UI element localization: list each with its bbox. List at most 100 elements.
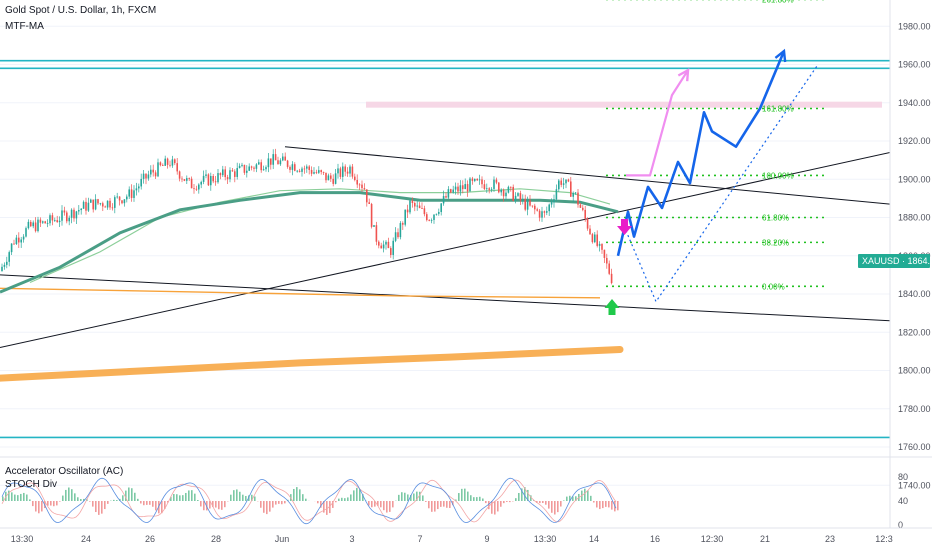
candle-body <box>85 201 87 211</box>
candle-body <box>529 200 531 206</box>
candle-body <box>20 239 22 243</box>
osc-bar <box>485 501 487 504</box>
candle-body <box>236 168 238 177</box>
osc-bar <box>245 495 247 501</box>
osc-bar <box>398 494 400 501</box>
candle-body <box>138 186 140 189</box>
osc-bar <box>431 501 433 512</box>
candle-body <box>128 189 130 197</box>
osc-bar <box>29 499 31 501</box>
osc-bar <box>329 501 331 514</box>
osc-bar <box>77 497 79 501</box>
time-axis: 13:30 24 26 28 Jun 3 7 9 13:30 14 16 12:30 21 23 12:3 <box>0 527 932 544</box>
osc-bar <box>305 498 307 501</box>
candle-body <box>390 248 392 255</box>
candle-body <box>507 186 510 193</box>
candle-body <box>315 172 318 173</box>
osc-bar <box>389 501 391 512</box>
osc-bar <box>74 493 76 501</box>
candle-body <box>577 192 579 205</box>
pink-target-band <box>366 101 882 108</box>
candle-body <box>1 266 3 272</box>
candle-body <box>145 173 147 179</box>
osc-bar <box>386 501 388 513</box>
candle-body <box>469 178 471 192</box>
candle-body <box>510 186 512 188</box>
osc-bar <box>128 487 130 501</box>
candle-body <box>558 180 560 190</box>
osc-bar <box>218 501 220 510</box>
candle-body <box>380 245 382 249</box>
candle-body <box>205 174 207 176</box>
candle-body <box>471 178 474 181</box>
osc-bar <box>557 501 559 513</box>
osc-bar <box>170 496 172 501</box>
trendline <box>0 274 891 322</box>
candle-body <box>147 174 150 179</box>
x-tick-label: 12:3 <box>875 534 893 544</box>
candle-body <box>543 211 546 213</box>
osc-bar <box>131 488 133 501</box>
candle-body <box>198 184 200 190</box>
candle-body <box>438 211 440 214</box>
candle-body <box>226 177 229 180</box>
candle-body <box>277 160 279 165</box>
osc-bar <box>530 495 532 501</box>
osc-bar <box>233 490 235 501</box>
osc-bar <box>326 501 328 515</box>
candle-body <box>183 179 186 181</box>
candle-body <box>435 213 438 215</box>
candle-body <box>152 169 154 173</box>
osc-bar <box>383 501 385 511</box>
fib-level-label: 38.20% <box>762 238 789 247</box>
x-tick-label: 3 <box>349 534 354 544</box>
osc-bar <box>437 501 439 510</box>
osc-bar <box>155 501 157 511</box>
osc-bar <box>371 501 373 508</box>
candle-body <box>596 234 598 246</box>
candle-body <box>589 228 591 235</box>
candle-body <box>608 263 610 274</box>
candle-body <box>524 198 526 210</box>
osc-bar <box>494 501 496 515</box>
osc-bar <box>188 490 190 501</box>
candle-body <box>166 158 169 165</box>
y-tick-label: 1920.00 <box>898 136 931 146</box>
osc-bar <box>80 499 82 501</box>
x-tick-label: 12:30 <box>701 534 724 544</box>
candle-body <box>426 214 428 221</box>
osc-bar <box>137 498 139 501</box>
osc-bar <box>449 501 451 508</box>
candle-body <box>454 186 457 190</box>
candle-body <box>555 189 558 200</box>
candle-body <box>440 203 442 212</box>
osc-bar <box>356 487 358 501</box>
indicator-name: MTF-MA <box>5 21 44 32</box>
osc-bar <box>149 501 151 505</box>
candle-body <box>445 196 447 198</box>
y-tick-label: 1900.00 <box>898 174 931 184</box>
candle-body <box>546 211 548 213</box>
candle-body <box>234 171 236 177</box>
candle-body <box>586 218 589 229</box>
osc-bar <box>416 491 418 501</box>
osc-bar <box>347 497 349 501</box>
fib-level-label: 261.80% <box>762 0 794 4</box>
ma-long-line <box>0 287 601 299</box>
candle-body <box>464 184 466 190</box>
candle-body <box>334 173 337 184</box>
osc-bar <box>47 501 49 506</box>
candle-body <box>392 240 394 255</box>
candle-body <box>92 199 94 210</box>
candle-body <box>97 199 99 204</box>
candle-body <box>519 193 522 201</box>
candle-body <box>363 188 366 190</box>
candle-body <box>54 220 56 221</box>
osc-bar <box>434 501 436 512</box>
candle-body <box>73 209 75 219</box>
osc-bar <box>359 489 361 501</box>
ma-thick-line <box>0 346 624 382</box>
candle-body <box>476 178 478 181</box>
candle-body <box>289 166 291 170</box>
